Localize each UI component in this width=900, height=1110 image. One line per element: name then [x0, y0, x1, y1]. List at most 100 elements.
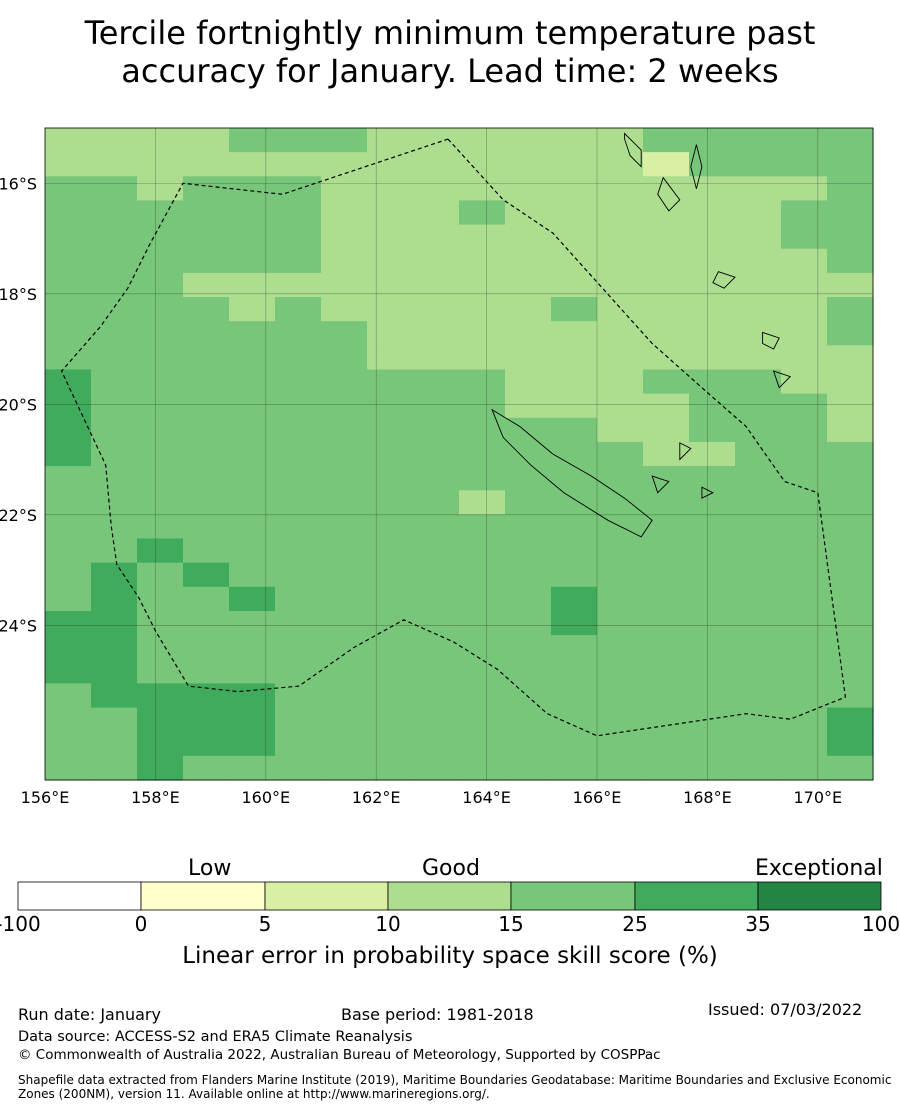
- island-outline: [762, 331, 780, 350]
- skill-cell: [459, 683, 506, 709]
- skill-cell: [643, 417, 690, 443]
- skill-cell: [229, 297, 276, 322]
- skill-cell: [827, 441, 874, 467]
- skill-cell: [689, 321, 736, 346]
- skill-cell: [689, 272, 736, 298]
- skill-cell: [137, 466, 184, 491]
- skill-cell: [275, 610, 322, 636]
- island-outline: [679, 442, 692, 461]
- skill-cell: [735, 755, 782, 781]
- skill-cell: [643, 731, 690, 757]
- skill-cell: [183, 297, 230, 322]
- skill-cell: [551, 755, 598, 781]
- skill-cell: [735, 659, 782, 685]
- skill-cell: [827, 610, 874, 636]
- skill-cell: [229, 248, 276, 274]
- skill-cell: [505, 731, 552, 757]
- skill-cell: [643, 683, 690, 709]
- skill-cell: [137, 152, 184, 177]
- skill-cell: [597, 538, 644, 564]
- skill-cell: [183, 707, 230, 733]
- skill-cell: [91, 272, 138, 298]
- colorbar-tick: 25: [622, 912, 648, 936]
- skill-cell: [735, 514, 782, 540]
- skill-cell: [137, 272, 184, 298]
- skill-cell: [91, 562, 138, 588]
- skill-cell: [183, 586, 230, 612]
- skill-cell: [137, 224, 184, 250]
- skill-cell: [321, 393, 368, 419]
- skill-cell: [275, 490, 322, 515]
- skill-cell: [459, 297, 506, 322]
- issued-date: Issued: 07/03/2022: [708, 1000, 863, 1019]
- skill-cell: [505, 176, 552, 202]
- skill-cell: [827, 128, 874, 153]
- colorbar-swatch: [264, 881, 389, 911]
- skill-cell: [827, 369, 874, 395]
- skill-cell: [827, 514, 874, 540]
- skill-cell: [505, 272, 552, 298]
- skill-cell: [597, 272, 644, 298]
- skill-cell: [229, 514, 276, 540]
- skill-cell: [505, 369, 552, 395]
- skill-cell: [597, 297, 644, 322]
- skill-cell: [275, 707, 322, 733]
- skill-cell: [367, 441, 414, 467]
- skill-cell: [643, 369, 690, 395]
- skill-cell: [735, 635, 782, 660]
- skill-cell: [735, 562, 782, 588]
- skill-cell: [45, 441, 92, 467]
- skill-cell: [643, 466, 690, 491]
- skill-cell: [735, 200, 782, 226]
- skill-cell: [183, 441, 230, 467]
- skill-cell: [689, 683, 736, 709]
- skill-cell: [321, 417, 368, 443]
- skill-cell: [551, 707, 598, 733]
- colorbar-tick: 100: [861, 912, 900, 936]
- skill-cell: [413, 586, 460, 612]
- skill-cell: [183, 224, 230, 250]
- skill-cell: [643, 272, 690, 298]
- skill-cell: [781, 152, 828, 177]
- colorbar-tick: 15: [498, 912, 524, 936]
- skill-cell: [137, 176, 184, 202]
- skill-cell: [137, 683, 184, 709]
- skill-cell: [91, 731, 138, 757]
- skill-cell: [367, 248, 414, 274]
- skill-cell: [183, 659, 230, 685]
- skill-cell: [781, 586, 828, 612]
- skill-cell: [459, 224, 506, 250]
- skill-cell: [91, 586, 138, 612]
- skill-cell: [413, 707, 460, 733]
- skill-cell: [827, 731, 874, 757]
- skill-cell: [505, 514, 552, 540]
- skill-cell: [229, 128, 276, 153]
- skill-cell: [781, 248, 828, 274]
- skill-cell: [459, 466, 506, 491]
- skill-cell: [321, 562, 368, 588]
- skill-cell: [275, 755, 322, 781]
- skill-cell: [45, 297, 92, 322]
- skill-cell: [735, 683, 782, 709]
- skill-cell: [45, 152, 92, 177]
- skill-cell: [91, 152, 138, 177]
- skill-cell: [137, 441, 184, 467]
- skill-cell: [459, 200, 506, 226]
- skill-cell: [551, 321, 598, 346]
- skill-cell: [413, 248, 460, 274]
- colorbar-tick: -100: [0, 912, 41, 936]
- skill-cell: [413, 441, 460, 467]
- skill-cell: [735, 441, 782, 467]
- skill-cell: [551, 369, 598, 395]
- skill-cell: [459, 610, 506, 636]
- colorbar-swatch: [387, 881, 512, 911]
- skill-cell: [505, 538, 552, 564]
- skill-cell: [551, 683, 598, 709]
- skill-cell: [505, 635, 552, 660]
- skill-cell: [459, 272, 506, 298]
- skill-cell: [781, 466, 828, 491]
- skill-cell: [735, 586, 782, 612]
- skill-cell: [689, 152, 736, 177]
- island-outline: [712, 271, 736, 289]
